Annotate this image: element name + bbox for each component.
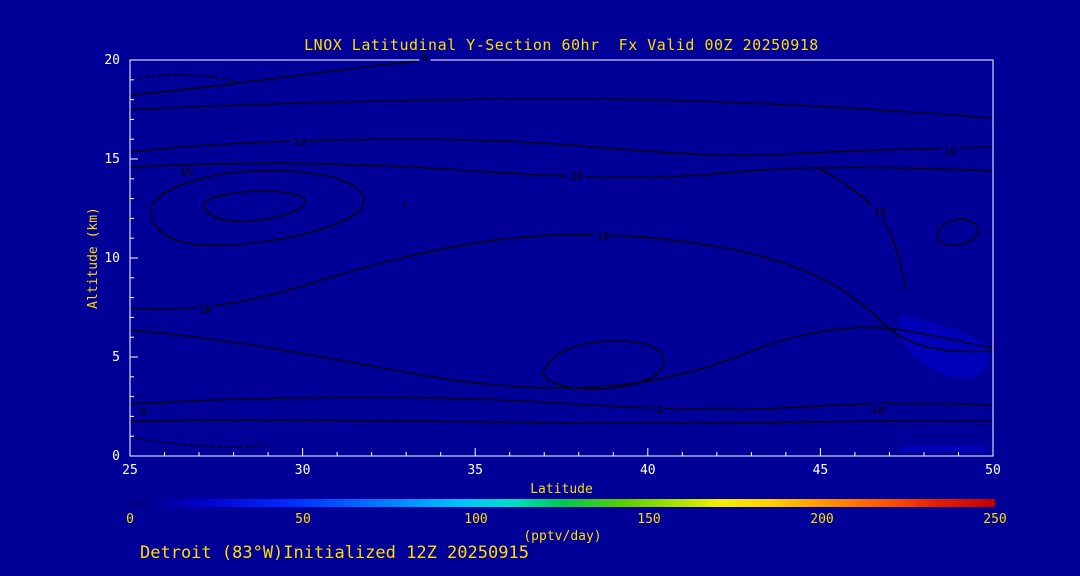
x-tick-label: 45: [813, 463, 829, 478]
contour-line: [129, 138, 994, 157]
contour-line: [133, 437, 269, 448]
contour-label-bg: [568, 170, 586, 182]
contour-label-bg: [419, 51, 431, 63]
contour-line: [150, 170, 365, 246]
contour-label: 10: [873, 206, 886, 219]
contour-label-bg: [871, 206, 889, 218]
contour-label: 10: [293, 136, 306, 149]
init-info-label: Detroit (83°W)Initialized 12Z 20250915: [140, 543, 529, 563]
plot-frame: [129, 59, 994, 457]
contour-line: [542, 340, 665, 390]
contour-label-bg: [137, 405, 149, 417]
contour-label-bg: [941, 145, 959, 157]
x-tick-label: 50: [985, 463, 1001, 478]
y-tick-label: 10: [104, 251, 120, 266]
contour-label: 10: [570, 170, 583, 183]
contour-label: 0: [422, 51, 429, 64]
contour-line: [129, 326, 994, 389]
contour-line: [129, 396, 994, 411]
contour-line: [129, 234, 994, 353]
contour-label: 10: [198, 303, 211, 316]
y-tick-label: 15: [104, 152, 120, 167]
colorbar-tick-label: 50: [295, 512, 311, 527]
contour-line: [203, 190, 306, 223]
colorbar-tick-label: 0: [126, 512, 134, 527]
colorbar-tick-label: 150: [637, 512, 661, 527]
contour-dot: [403, 203, 407, 207]
colorbar: [130, 499, 995, 507]
contour-label-bg: [869, 404, 887, 416]
contour-label: 10: [871, 404, 884, 417]
contour-line: [137, 73, 243, 85]
colorbar-tick-labels: 0 50 100 150 200 250: [126, 512, 1007, 528]
contour-label-bg: [177, 166, 195, 178]
contour-line: [936, 218, 979, 246]
chart-title: LNOX Latitudinal Y-Section 60hr Fx Valid…: [304, 36, 819, 54]
contour-label: 15: [179, 166, 192, 179]
x-tick-label: 40: [640, 463, 656, 478]
colorbar-units-label: (pptv/day): [523, 529, 602, 544]
contour-label: 0: [657, 404, 664, 417]
y-axis-label: Altitude (km): [86, 207, 101, 309]
contour-line: [817, 167, 907, 291]
filled-contour-patch: [900, 446, 986, 452]
contour-label-bg: [196, 303, 214, 315]
contour-label: 10: [943, 145, 956, 158]
contour-label: 10: [596, 230, 609, 243]
contour-label-bg: [654, 404, 666, 416]
contour-line: [129, 419, 994, 425]
y-tick-label: 20: [104, 53, 120, 68]
x-tick-label: 25: [122, 463, 138, 478]
colorbar-tick-label: 100: [464, 512, 488, 527]
contour-line: [129, 60, 419, 96]
y-tick-label: 5: [112, 350, 120, 365]
x-tick-label: 35: [467, 463, 483, 478]
contour-line: [129, 98, 994, 119]
y-tick-label: 0: [112, 449, 120, 464]
contour-label-bg: [594, 230, 612, 242]
x-tick-label: 30: [295, 463, 311, 478]
colorbar-tick-label: 250: [983, 512, 1007, 527]
x-axis-label: Latitude: [530, 482, 593, 497]
contour-label-bg: [291, 136, 309, 148]
contour-label: 0: [140, 405, 147, 418]
colorbar-tick-label: 200: [810, 512, 834, 527]
filled-contour-patch: [898, 316, 990, 379]
